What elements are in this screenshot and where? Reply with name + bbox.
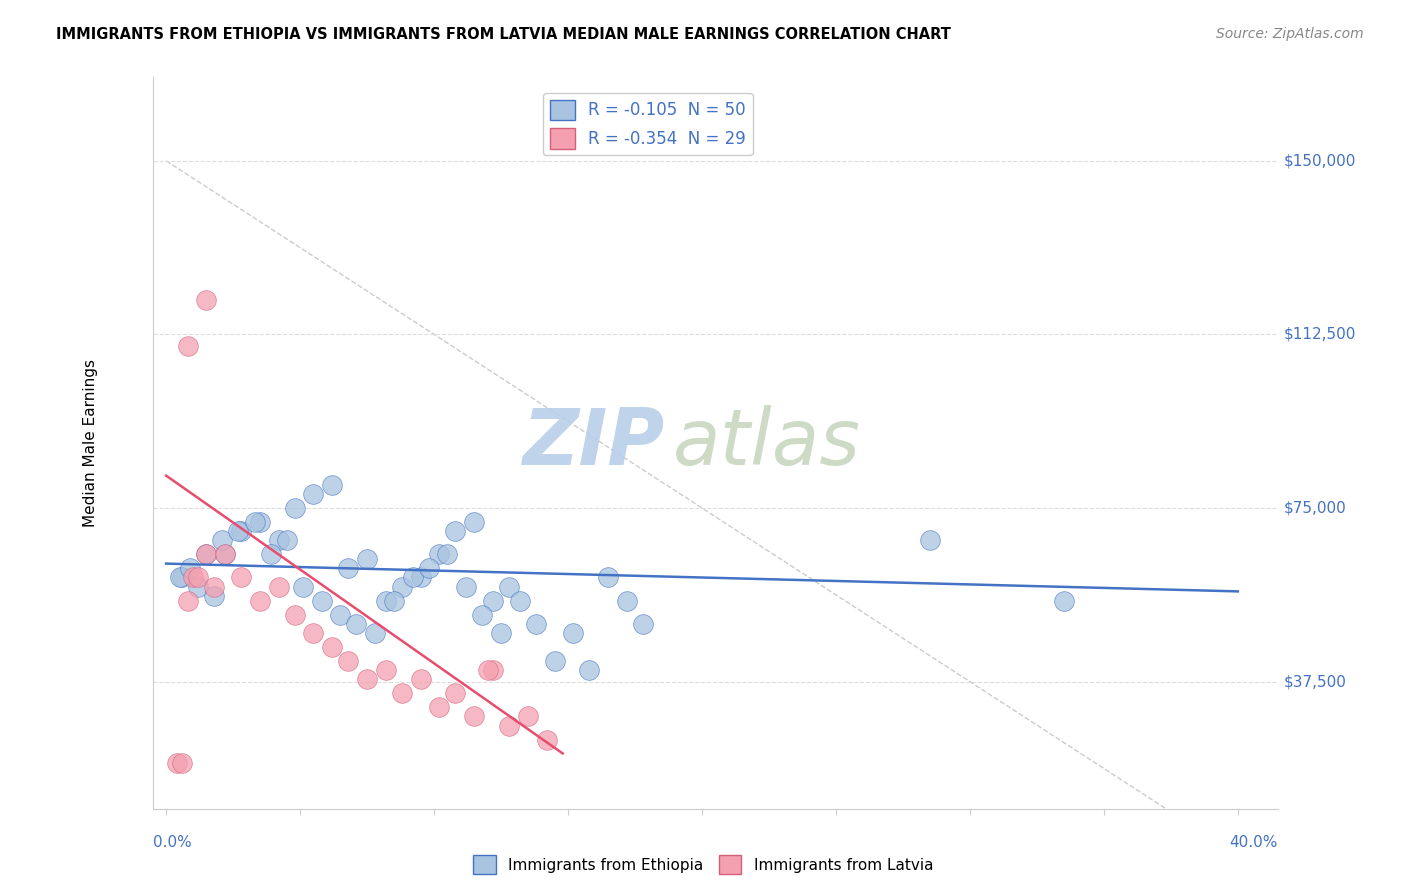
Point (631, 616, 654, 631)
Point (498, 719, 520, 733)
Point (267, 580, 290, 594)
Point (166, 756, 188, 770)
Point (429, 700, 451, 714)
Point (516, 709, 538, 723)
Point (463, 515, 485, 529)
Point (195, 547, 218, 561)
Point (176, 339, 198, 353)
Text: $150,000: $150,000 (1284, 153, 1355, 169)
Point (211, 533, 233, 548)
Point (598, 570, 620, 584)
Point (616, 593, 638, 607)
Point (498, 580, 520, 594)
Text: IMMIGRANTS FROM ETHIOPIA VS IMMIGRANTS FROM LATVIA MEDIAN MALE EARNINGS CORRELAT: IMMIGRANTS FROM ETHIOPIA VS IMMIGRANTS F… (56, 27, 950, 42)
Point (337, 654, 360, 668)
Point (284, 607, 307, 622)
Text: 0.0%: 0.0% (153, 836, 191, 850)
Point (471, 607, 494, 622)
Point (329, 607, 352, 622)
Point (364, 626, 387, 640)
Point (401, 570, 423, 584)
Point (356, 552, 378, 566)
Point (172, 756, 194, 770)
Point (562, 626, 585, 640)
Point (456, 580, 478, 594)
Point (374, 663, 396, 677)
Point (391, 686, 413, 700)
Point (195, 547, 218, 561)
Point (482, 593, 505, 607)
Point (291, 580, 314, 594)
Point (374, 593, 396, 607)
Point (311, 593, 333, 607)
Point (1053, 593, 1076, 607)
Point (477, 663, 499, 677)
Point (228, 524, 250, 539)
Legend: R = -0.105  N = 50, R = -0.354  N = 29: R = -0.105 N = 50, R = -0.354 N = 29 (543, 93, 752, 155)
Point (536, 732, 558, 747)
Point (284, 501, 307, 516)
Text: Source: ZipAtlas.com: Source: ZipAtlas.com (1216, 27, 1364, 41)
Point (918, 533, 941, 548)
Point (321, 478, 343, 492)
Point (543, 654, 565, 668)
Point (214, 547, 236, 561)
Point (202, 589, 225, 603)
Point (302, 487, 325, 501)
Point (356, 673, 378, 687)
Point (195, 293, 218, 307)
Text: atlas: atlas (672, 405, 860, 481)
Point (302, 626, 325, 640)
Point (231, 524, 253, 539)
Point (187, 570, 209, 584)
Point (509, 593, 531, 607)
Text: $112,500: $112,500 (1284, 326, 1355, 342)
Point (276, 533, 298, 548)
Point (344, 616, 367, 631)
Point (429, 547, 451, 561)
Point (172, 570, 194, 584)
Text: Median Male Earnings: Median Male Earnings (83, 359, 98, 527)
Point (444, 524, 467, 539)
Point (382, 593, 405, 607)
Point (418, 561, 440, 575)
Point (243, 515, 266, 529)
Legend: Immigrants from Ethiopia, Immigrants from Latvia: Immigrants from Ethiopia, Immigrants fro… (467, 849, 939, 880)
Point (436, 547, 458, 561)
Point (463, 709, 485, 723)
Point (391, 580, 413, 594)
Point (482, 663, 505, 677)
Point (524, 616, 547, 631)
Point (231, 570, 253, 584)
Point (249, 515, 271, 529)
Point (176, 593, 198, 607)
Point (444, 686, 467, 700)
Point (181, 570, 204, 584)
Point (249, 593, 271, 607)
Point (489, 626, 512, 640)
Point (409, 673, 432, 687)
Text: ZIP: ZIP (523, 405, 665, 481)
Point (267, 533, 290, 548)
Text: 40.0%: 40.0% (1230, 836, 1278, 850)
Point (202, 580, 225, 594)
Point (337, 561, 360, 575)
Point (409, 570, 432, 584)
Point (169, 570, 191, 584)
Point (259, 547, 281, 561)
Point (187, 580, 209, 594)
Point (321, 640, 343, 654)
Point (179, 561, 201, 575)
Text: $75,000: $75,000 (1284, 500, 1347, 516)
Point (214, 547, 236, 561)
Point (578, 663, 600, 677)
Text: $37,500: $37,500 (1284, 674, 1347, 690)
